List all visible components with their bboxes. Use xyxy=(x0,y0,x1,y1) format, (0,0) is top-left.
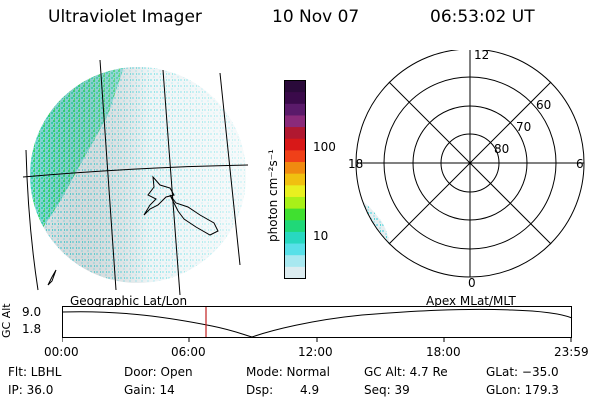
door-info: Door: Open xyxy=(124,365,193,379)
glat-info: GLat: −35.0 xyxy=(486,365,559,379)
gain-info: Gain: 14 xyxy=(124,383,175,397)
colorbar-label: photon cm⁻²s⁻¹ xyxy=(266,149,280,242)
mlat-label-70: 70 xyxy=(516,120,531,134)
coastline xyxy=(47,175,219,286)
polar-uv-patch xyxy=(356,190,391,277)
xtick-2359: 23:59 xyxy=(554,345,589,359)
seq-info: Seq: 39 xyxy=(364,383,410,397)
dsp-label: Dsp: xyxy=(246,383,274,397)
timeline-ymax: 9.0 xyxy=(22,305,42,319)
colorbar-stripe xyxy=(284,173,306,186)
altitude-timeline xyxy=(62,306,573,342)
colorbar-stripe xyxy=(284,92,306,105)
colorbar-stripe xyxy=(284,208,306,221)
colorbar-stripe xyxy=(284,196,306,210)
colorbar-stripe xyxy=(284,162,306,175)
timeline-axis-title: GC Alt xyxy=(0,303,13,338)
mlt-label-12: 12 xyxy=(474,50,489,62)
xtick-0000: 00:00 xyxy=(44,345,79,359)
dsp-value: 4.9 xyxy=(300,383,320,397)
mlat-label-80: 80 xyxy=(494,142,509,156)
colorbar-stripe xyxy=(284,103,306,116)
colorbar xyxy=(284,80,306,279)
colorbar-tick-100: 100 xyxy=(313,140,336,154)
colorbar-stripe xyxy=(284,231,306,245)
colorbar-stripe xyxy=(284,138,306,151)
glon-info: GLon: 179.3 xyxy=(486,383,559,397)
polar-grid xyxy=(355,50,585,278)
xtick-0600: 06:00 xyxy=(171,345,206,359)
time-label: 06:53:02 UT xyxy=(430,7,535,27)
filter-info: Flt: LBHL xyxy=(8,365,62,379)
colorbar-stripe xyxy=(284,185,306,198)
uv-disk xyxy=(30,67,246,283)
date-label: 10 Nov 07 xyxy=(272,7,360,27)
xtick-1200: 12:00 xyxy=(298,345,333,359)
colorbar-stripe xyxy=(284,150,306,163)
xtick-1800: 18:00 xyxy=(426,345,461,359)
colorbar-stripe xyxy=(284,266,306,279)
colorbar-stripe xyxy=(284,220,306,233)
colorbar-stripe xyxy=(284,255,306,268)
colorbar-stripe xyxy=(284,80,306,93)
gc-alt-info: GC Alt: 4.7 Re xyxy=(364,365,448,379)
geographic-image xyxy=(22,59,249,295)
polar-plot: 12 18 6 0 60 70 80 xyxy=(348,50,585,290)
mlt-label-18: 18 xyxy=(348,157,363,171)
colorbar-stripe xyxy=(284,127,306,140)
mlt-label-0: 0 xyxy=(468,276,476,290)
timeline-ymin: 1.8 xyxy=(22,322,42,336)
mode-info: Mode: Normal xyxy=(246,365,330,379)
colorbar-stripe xyxy=(284,243,306,256)
timeline-left-title: Geographic Lat/Lon xyxy=(70,294,188,308)
colorbar-stripe xyxy=(284,115,306,128)
instrument-title: Ultraviolet Imager xyxy=(48,7,202,27)
colorbar-tick-10: 10 xyxy=(313,229,329,243)
ip-info: IP: 36.0 xyxy=(8,383,54,397)
mlt-label-6: 6 xyxy=(576,157,584,171)
mlat-label-60: 60 xyxy=(536,98,551,112)
lat-lon-grid xyxy=(22,59,249,295)
timeline-right-title: Apex MLat/MLT xyxy=(426,294,516,308)
